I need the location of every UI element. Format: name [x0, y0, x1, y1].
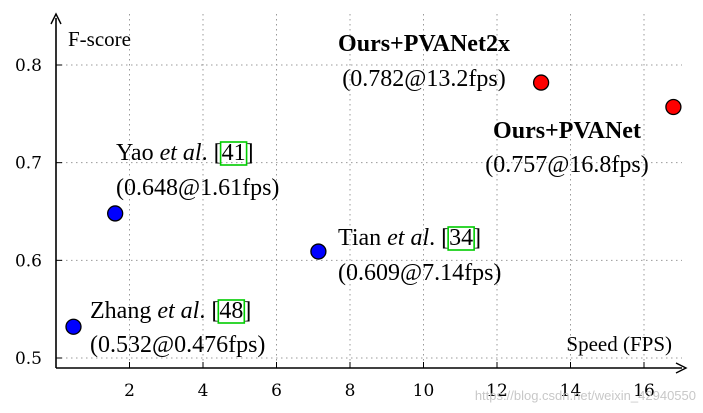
label-value-yao: (0.648@1.61fps)	[116, 175, 279, 201]
label-name-tian: Tian et al. [34]	[338, 225, 481, 251]
x-tick-label: 16	[633, 381, 655, 401]
point-pvanet	[665, 98, 682, 116]
point-pvanet2x	[532, 74, 550, 91]
ref-number: 48	[219, 298, 243, 324]
label-bracket-close: ]	[243, 298, 251, 324]
label-etal: et al	[160, 140, 202, 166]
label-bracket-open: . [	[202, 140, 222, 166]
label-bracket-close: ]	[246, 140, 254, 166]
y-tick-label: 0.5	[15, 349, 42, 369]
point-yao	[107, 205, 124, 222]
label-bracket-open: . [	[429, 225, 449, 251]
x-tick-label: 2	[124, 381, 135, 401]
point-zhang	[65, 318, 82, 335]
tick-labels: 2 4 6 8 10 12 14 16 0.5 0.6 0.7 0.8	[15, 56, 655, 401]
label-bracket-close: ]	[473, 225, 481, 251]
x-tick-label: 12	[486, 381, 508, 401]
grid-lines	[56, 14, 682, 368]
axes	[50, 12, 688, 374]
label-etal: et al	[157, 298, 199, 324]
label-name-pvanet: Ours+PVANet	[493, 118, 641, 144]
point-tian	[310, 243, 327, 260]
label-value-tian: (0.609@7.14fps)	[338, 260, 501, 286]
label-name-zhang: Zhang et al. [48]	[90, 298, 251, 324]
x-tick-label: 10	[413, 381, 435, 401]
label-value-pvanet2x: (0.782@13.2fps)	[342, 66, 505, 92]
x-tick-label: 14	[560, 381, 582, 401]
ref-box-zhang	[217, 299, 246, 324]
label-bracket-open: . [	[199, 298, 219, 324]
ref-box-yao	[219, 141, 248, 166]
y-axis-label: F-score	[68, 27, 131, 51]
data-labels: Zhang et al. [48](0.532@0.476fps)Yao et …	[90, 31, 649, 358]
ref-number: 41	[222, 140, 246, 166]
y-axis-arrow	[50, 12, 62, 25]
y-tick-label: 0.8	[15, 56, 42, 76]
label-author: Tian	[338, 225, 387, 251]
y-tick-label: 0.6	[15, 251, 42, 271]
label-value-zhang: (0.532@0.476fps)	[90, 332, 265, 358]
label-name-yao: Yao et al. [41]	[116, 140, 254, 166]
x-tick-label: 4	[198, 381, 209, 401]
label-value-pvanet: (0.757@16.8fps)	[485, 152, 648, 178]
ref-number: 34	[449, 225, 473, 251]
label-author: Yao	[116, 140, 160, 166]
data-points	[65, 74, 682, 335]
label-etal: et al	[387, 225, 429, 251]
label-author: Zhang	[90, 298, 157, 324]
x-axis-label: Speed (FPS)	[566, 332, 672, 356]
x-tick-label: 8	[345, 381, 356, 401]
label-name-pvanet2x: Ours+PVANet2x	[338, 31, 510, 57]
x-tick-label: 6	[271, 381, 282, 401]
x-axis-arrow	[675, 362, 688, 374]
y-tick-label: 0.7	[15, 154, 42, 174]
watermark: https://blog.csdn.net/weixin_42940550	[475, 388, 696, 403]
ref-box-tian	[447, 226, 475, 251]
